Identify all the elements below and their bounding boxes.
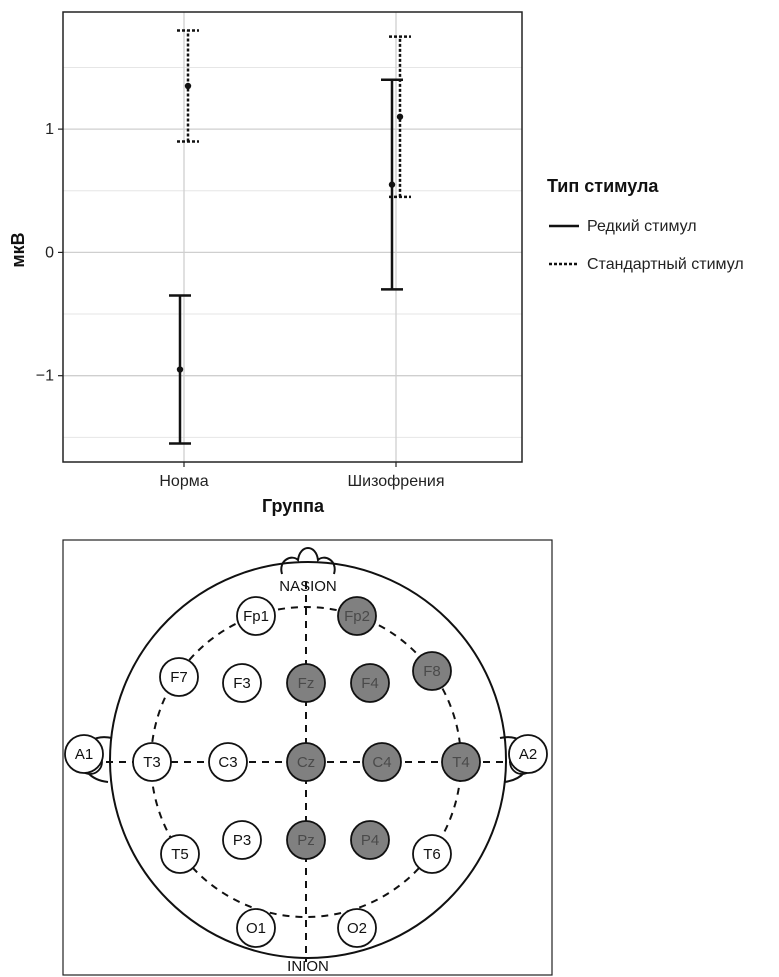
- electrode-label: T3: [143, 754, 161, 771]
- y-axis-ticks: −1 0 1: [36, 121, 63, 385]
- x-tick-label: Норма: [159, 473, 208, 490]
- electrode-o2: O2: [337, 908, 377, 948]
- electrode-circle: [160, 834, 200, 874]
- electrode-label: Fz: [298, 675, 315, 692]
- errorbar-chart: −1 0 1 Норма Шизофрения мкВ Группа Тип стим…: [8, 11, 744, 516]
- mean-point: [388, 181, 396, 188]
- legend-label: Редкий стимул: [587, 218, 697, 235]
- electrode-label: F7: [170, 669, 188, 686]
- electrode-p3: P3: [222, 820, 262, 860]
- electrode-label: Pz: [297, 832, 315, 849]
- legend: Тип стимула Редкий стимул Стандартный сти…: [547, 176, 744, 273]
- electrode-label: Fp2: [344, 608, 370, 625]
- legend-items: Редкий стимул Стандартный стимул: [549, 218, 744, 273]
- electrode-circle: [412, 834, 452, 874]
- electrode-f3: F3: [222, 663, 262, 703]
- electrode-circle: [208, 742, 248, 782]
- electrode-label: P3: [233, 832, 251, 849]
- electrode-a1: A1: [64, 734, 104, 775]
- y-tick-label: −1: [36, 368, 54, 385]
- mean-point: [396, 113, 404, 120]
- electrode-f7: F7: [159, 657, 199, 697]
- electrode-c3: C3: [208, 742, 248, 782]
- electrode-t6: T6: [412, 834, 452, 874]
- electrode-f8: F8: [412, 651, 452, 691]
- electrode-circle: [286, 663, 326, 703]
- electrode-label: C3: [218, 754, 237, 771]
- electrode-label: A2: [519, 746, 537, 763]
- nasion-label: NASION: [279, 578, 337, 595]
- electrode-circle: [286, 820, 326, 860]
- electrode-circle: [159, 657, 199, 697]
- electrode-circle: [337, 908, 377, 948]
- x-axis-ticks: Норма Шизофрения: [159, 462, 445, 490]
- electrode-circle: [350, 820, 390, 860]
- mean-point: [176, 366, 184, 373]
- electrode-circle: [412, 651, 452, 691]
- electrode-circle: [286, 742, 326, 782]
- electrode-t4: T4: [441, 742, 481, 782]
- x-axis-title: Группа: [262, 496, 325, 516]
- grid-lines: [63, 12, 522, 462]
- electrode-circle: [236, 596, 276, 636]
- electrode-f4: F4: [350, 663, 390, 703]
- electrode-o1: O1: [236, 908, 276, 948]
- error-bars: [169, 29, 411, 445]
- electrode-fp2: Fp2: [337, 596, 377, 636]
- electrode-pz: Pz: [286, 820, 326, 860]
- electrode-label: T5: [171, 846, 189, 863]
- electrode-label: A1: [75, 746, 93, 763]
- errorbar-rare-0: [169, 294, 191, 445]
- x-tick-label: Шизофрения: [347, 473, 444, 490]
- errorbar-standard-1: [389, 35, 411, 199]
- electrode-circle: [132, 742, 172, 782]
- electrode-label: F3: [233, 675, 251, 692]
- electrode-fp1: Fp1: [236, 596, 276, 636]
- electrode-label: Cz: [297, 754, 315, 771]
- electrodes: Fp1 Fp2 F7 F3 Fz F4 F8 A1 T3 C3 Cz C4 T4 A2 T5 P3 Pz P4 T6…: [64, 596, 548, 948]
- legend-label: Стандартный стимул: [587, 256, 744, 273]
- plot-panel: [63, 12, 522, 462]
- electrode-label: O2: [347, 920, 367, 937]
- electrode-circle: [508, 734, 548, 774]
- electrode-circle: [222, 820, 262, 860]
- head-outline: [109, 561, 507, 959]
- electrode-t5: T5: [160, 834, 200, 874]
- electrode-circle: [64, 734, 104, 774]
- electrode-label: F4: [361, 675, 379, 692]
- eeg-electrode-diagram: Fp1 Fp2 F7 F3 Fz F4 F8 A1 T3 C3 Cz C4 T4 A2 T5 P3 Pz P4 T6…: [62, 539, 553, 976]
- y-tick-label: 1: [45, 121, 54, 138]
- electrode-circle: [362, 742, 402, 782]
- y-axis-title: мкВ: [8, 232, 28, 267]
- electrode-a2: A2: [508, 734, 548, 775]
- plot-border: [62, 11, 523, 463]
- legend-title: Тип стимула: [547, 176, 659, 196]
- electrode-p4: P4: [350, 820, 390, 860]
- mean-point: [184, 82, 192, 90]
- electrode-circle: [337, 596, 377, 636]
- inion-label: INION: [287, 958, 329, 975]
- electrode-circle: [236, 908, 276, 948]
- diagram-frame: [62, 539, 553, 976]
- electrode-label: C4: [372, 754, 391, 771]
- electrode-label: Fp1: [243, 608, 269, 625]
- electrode-label: T4: [452, 754, 470, 771]
- electrode-fz: Fz: [286, 663, 326, 703]
- electrode-label: P4: [361, 832, 379, 849]
- electrode-cz: Cz: [286, 742, 326, 782]
- electrode-circle: [222, 663, 262, 703]
- y-tick-label: 0: [45, 244, 54, 261]
- electrode-circle: [350, 663, 390, 703]
- electrode-circle: [441, 742, 481, 782]
- electrode-t3: T3: [132, 742, 172, 782]
- electrode-label: F8: [423, 663, 441, 680]
- electrode-c4: C4: [362, 742, 402, 782]
- electrode-label: O1: [246, 920, 266, 937]
- electrode-label: T6: [423, 846, 441, 863]
- errorbar-standard-0: [177, 29, 199, 143]
